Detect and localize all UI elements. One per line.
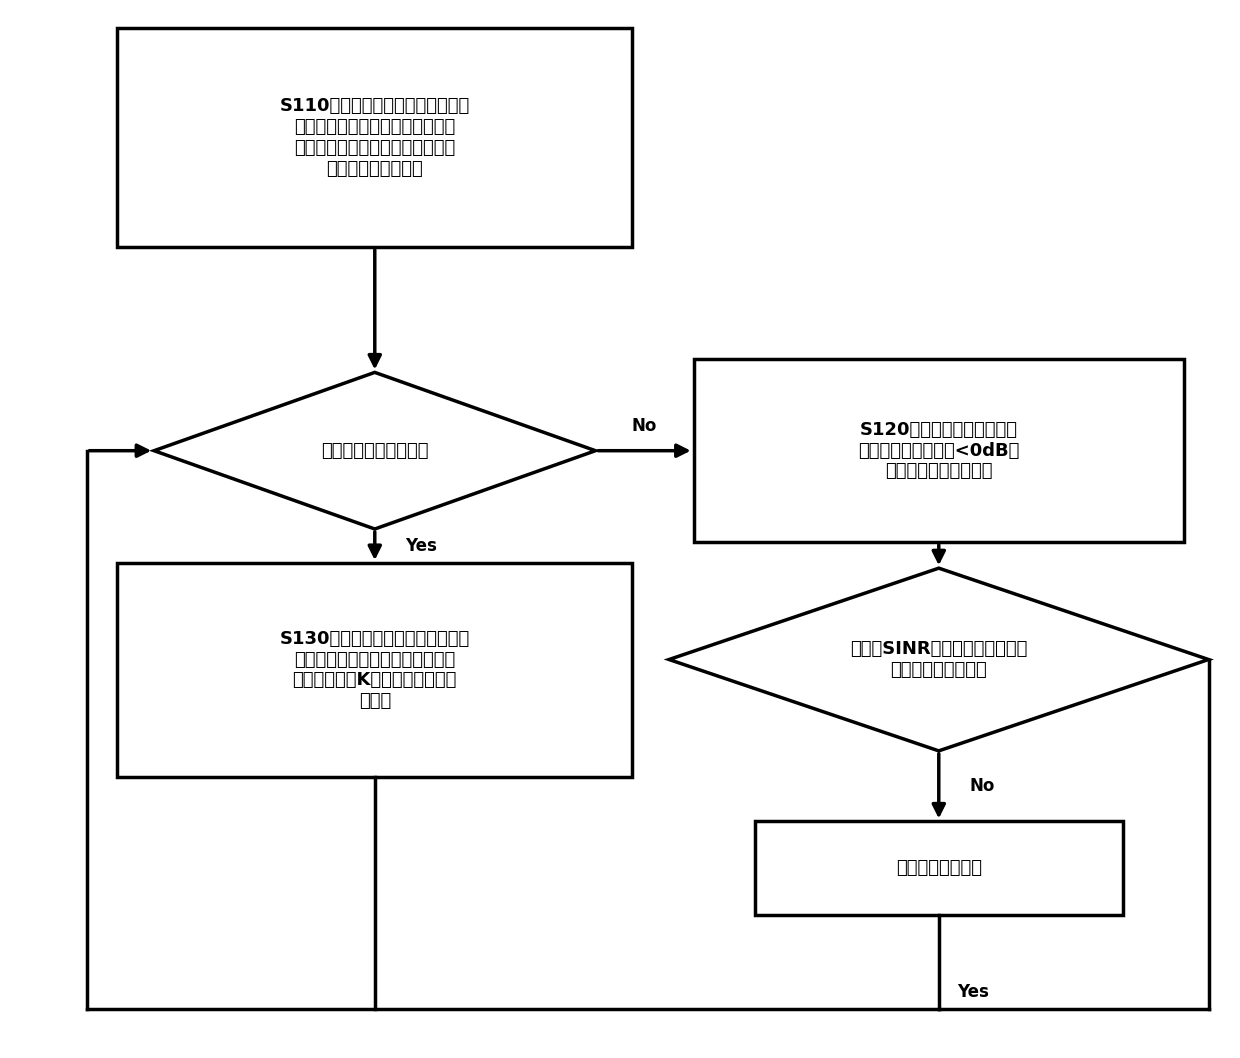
Text: 改变用户收发状态: 改变用户收发状态: [895, 859, 982, 877]
Polygon shape: [154, 372, 595, 529]
Text: S120，遍历区域内用户，选
择信噪比小于门限（<0dB）
的用户，改变收发状态: S120，遍历区域内用户，选 择信噪比小于门限（<0dB） 的用户，改变收发状态: [858, 421, 1019, 480]
Polygon shape: [670, 568, 1209, 751]
Text: 该用户SINR提高且其他用户信噪
比下降不超过阈値？: 该用户SINR提高且其他用户信噪 比下降不超过阈値？: [851, 640, 1028, 679]
Bar: [118, 563, 632, 777]
Text: S130，设置该用户发送其他用户接
收，测量并根据干扰将其分入某一
簇内，并利用K均値算法选择新簇
中心。: S130，设置该用户发送其他用户接 收，测量并根据干扰将其分入某一 簇内，并利用…: [280, 630, 470, 710]
Bar: [755, 821, 1122, 915]
Text: Yes: Yes: [405, 537, 438, 555]
Bar: [118, 28, 632, 248]
Text: No: No: [970, 778, 994, 796]
Text: Yes: Yes: [957, 983, 990, 1001]
Text: 是否有新用户请求接入: 是否有新用户请求接入: [321, 441, 429, 459]
Bar: [693, 360, 1184, 542]
Text: S110，随机选择用户作为上行簇中
心，根据干扰情况选择用户作为下
行簇中心，将其余用户根据干扰状
况分配至两个簇内。: S110，随机选择用户作为上行簇中 心，根据干扰情况选择用户作为下 行簇中心，将…: [280, 97, 470, 178]
Text: No: No: [632, 417, 657, 435]
